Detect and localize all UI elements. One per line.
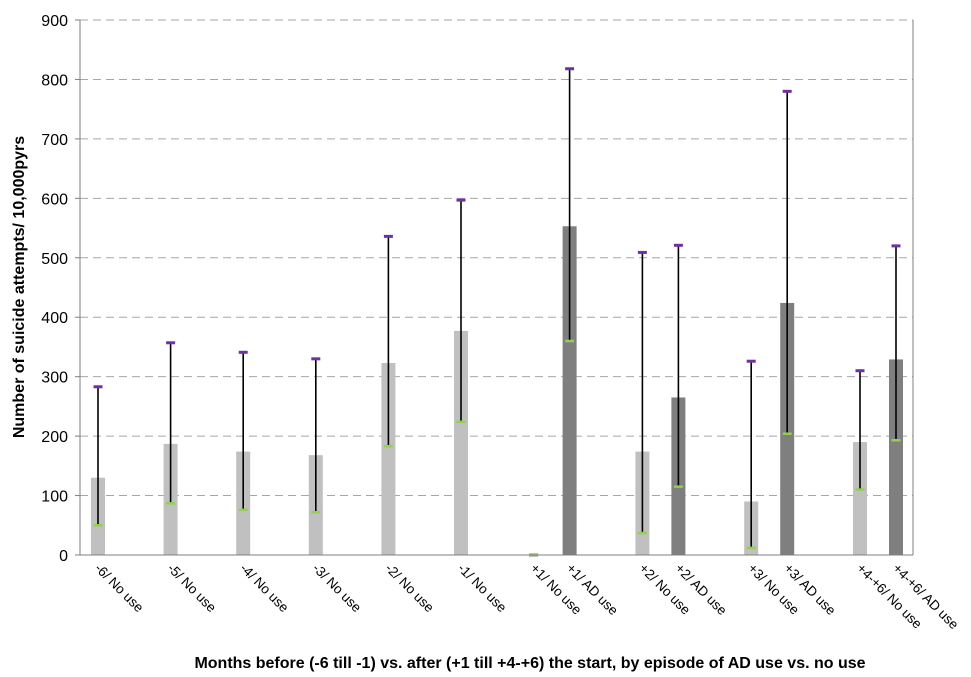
x-axis-title: Months before (-6 till -1) vs. after (+1… — [194, 655, 865, 672]
error-bars — [93, 67, 901, 557]
x-tick-labels: -6/ No use -5/ No use -4/ No use -3/ No use… — [92, 561, 962, 633]
bars — [91, 226, 903, 555]
y-tick-label: 0 — [59, 548, 68, 565]
y-axis-title: Number of suicide attempts/ 10,000pyrs — [11, 136, 28, 438]
x-tick-label: +4-+6/ No use — [854, 561, 925, 632]
gridlines — [75, 19, 913, 556]
y-tick-label: 500 — [41, 251, 68, 268]
y-tick-label: 900 — [41, 13, 68, 30]
bar-ad_use — [889, 359, 903, 555]
x-tick-label: -2/ No use — [382, 561, 437, 616]
x-tick-label: -5/ No use — [164, 561, 219, 616]
y-tick-label: 200 — [41, 429, 68, 446]
bar-no_use — [381, 362, 396, 555]
bar-ad_use — [562, 226, 577, 555]
x-tick-label: -6/ No use — [92, 561, 147, 616]
y-tick-labels: 0 100 200 300 400 500 600 700 800 900 — [41, 13, 68, 565]
y-tick-label: 600 — [41, 191, 68, 208]
y-tick-label: 700 — [41, 132, 68, 149]
bar-no_use — [853, 442, 867, 555]
x-tick-label: -3/ No use — [310, 561, 365, 616]
y-tick-label: 300 — [41, 370, 68, 387]
x-tick-label: -4/ No use — [237, 561, 292, 616]
y-tick-label: 800 — [41, 72, 68, 89]
y-tick-label: 400 — [41, 310, 68, 327]
axes — [79, 20, 914, 556]
bar-no_use — [454, 330, 468, 555]
y-tick-label: 100 — [41, 489, 68, 506]
x-tick-label: -1/ No use — [455, 561, 510, 616]
